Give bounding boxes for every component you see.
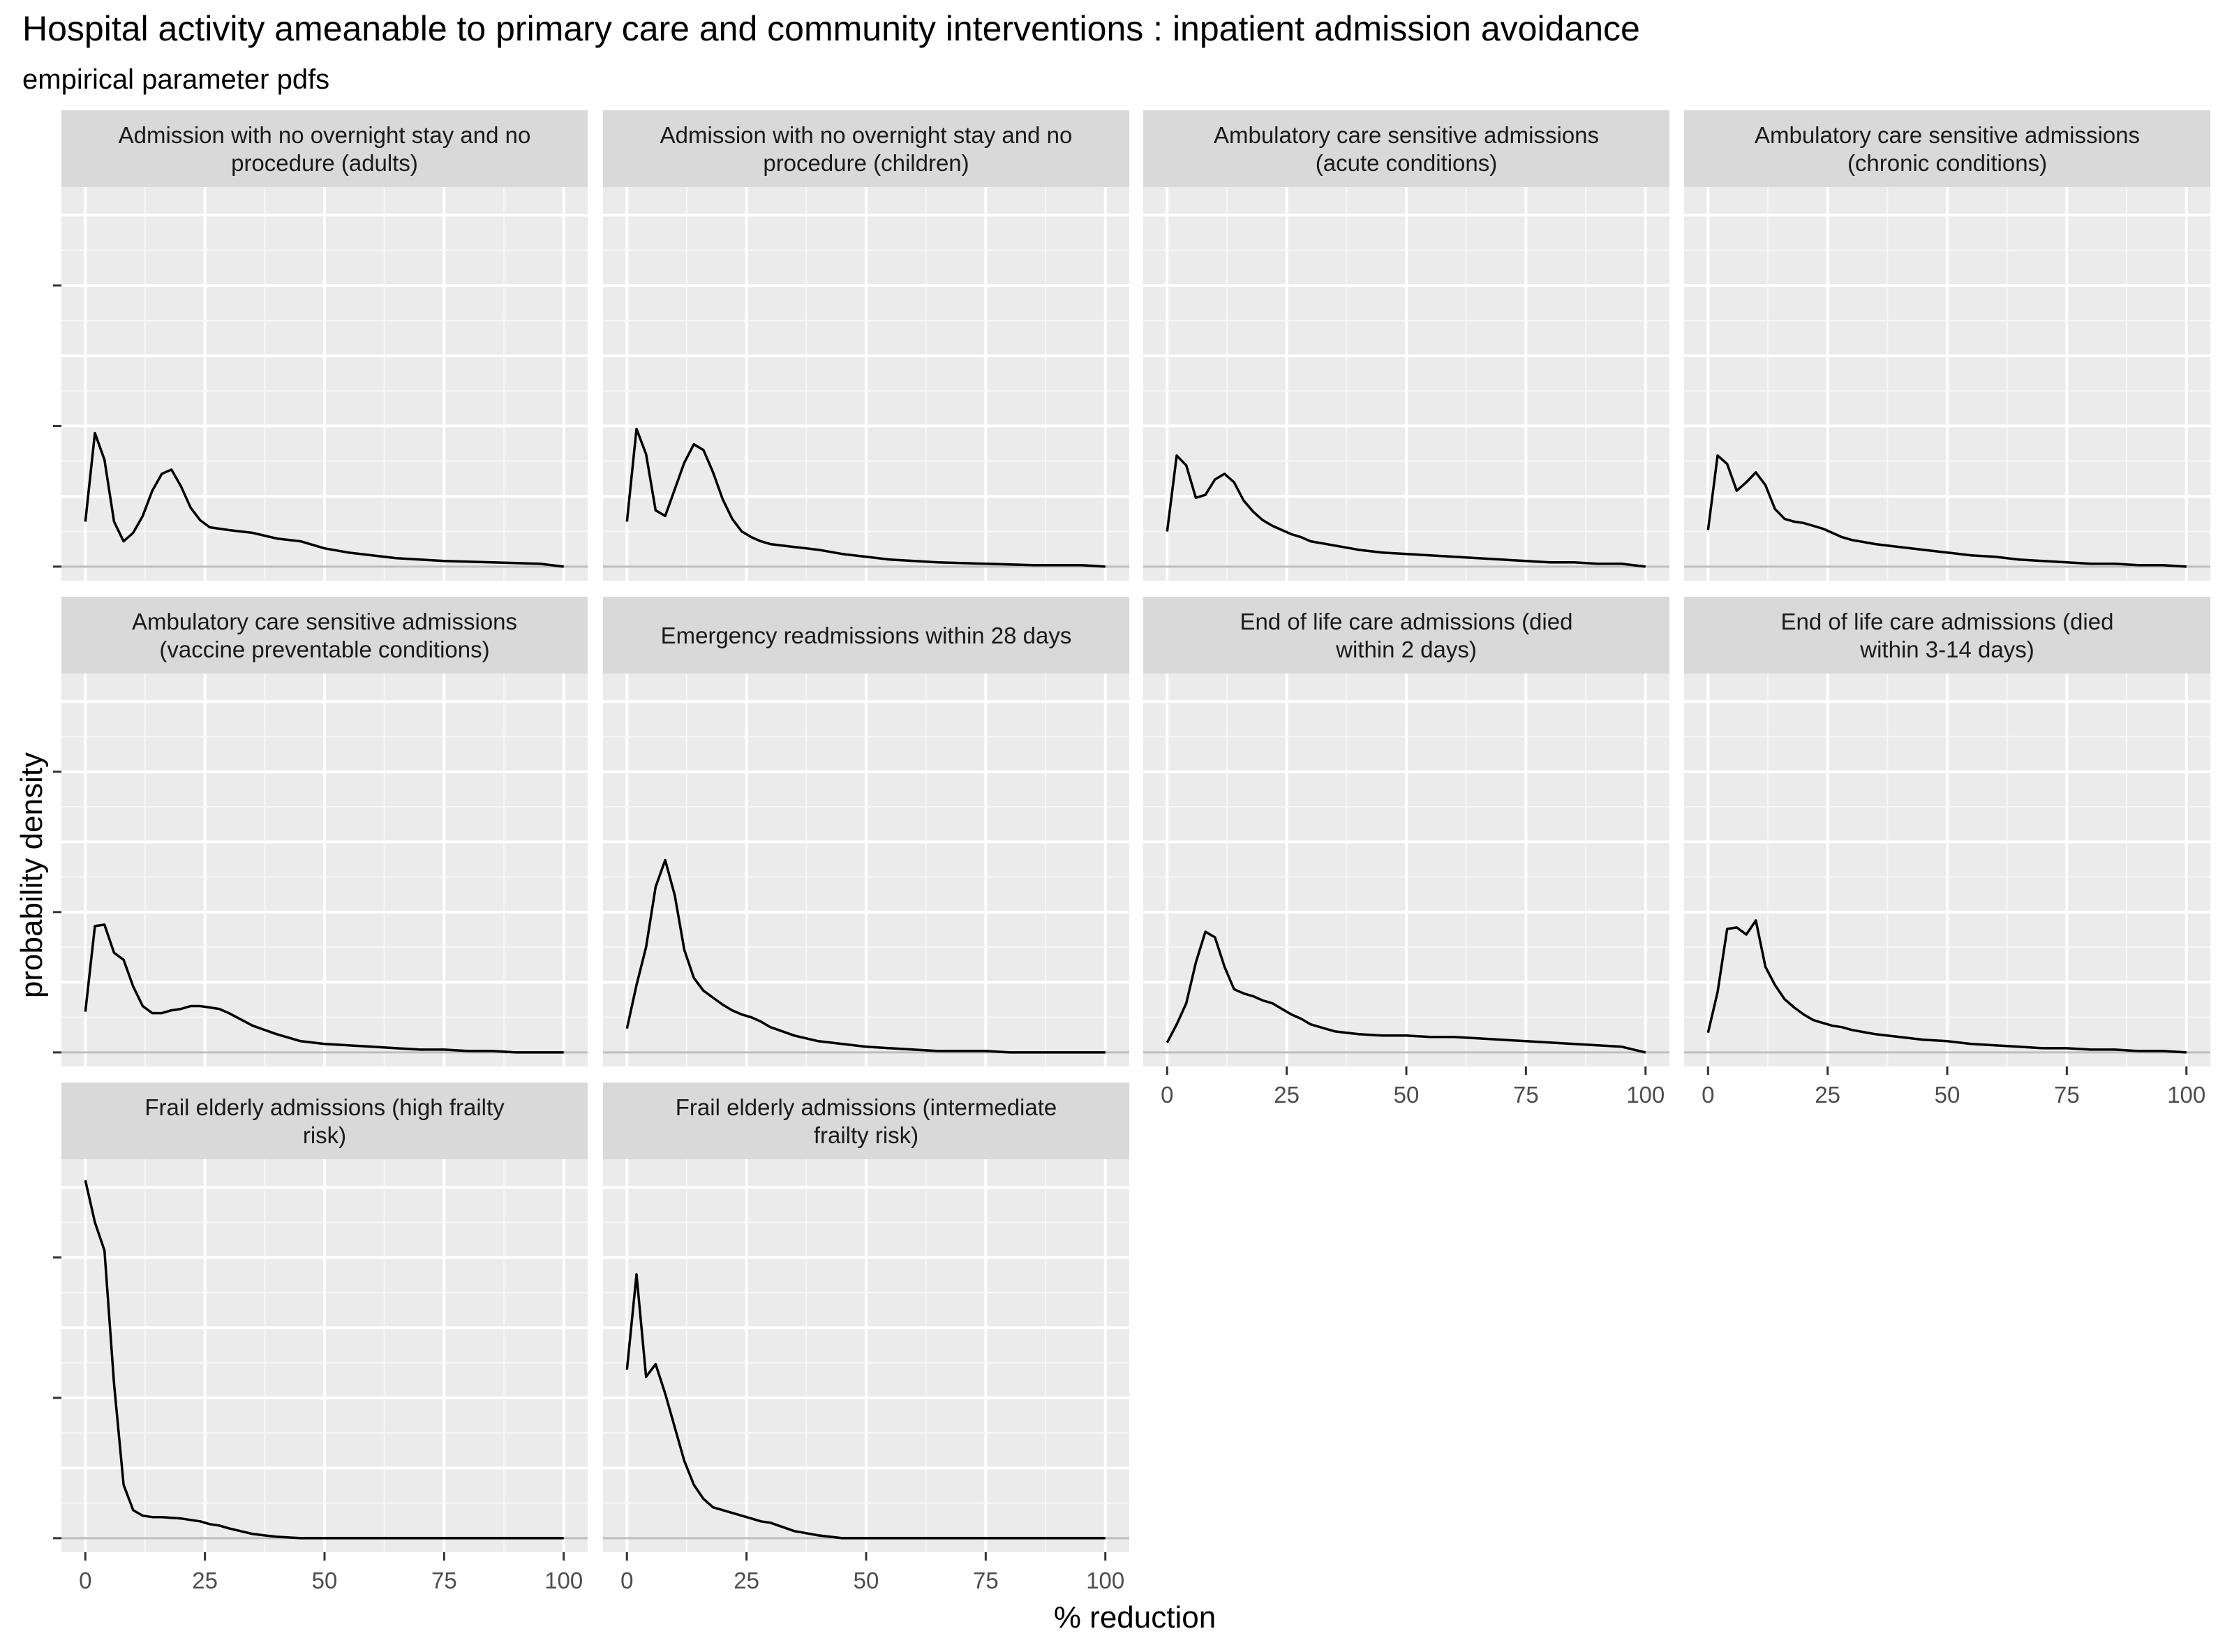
density-line — [1166, 930, 1646, 1054]
facet-strip-label: procedure (adults) — [231, 150, 418, 176]
facet-strip-label: Frail elderly admissions (intermediate — [676, 1094, 1057, 1120]
facet-strip — [1143, 110, 1669, 187]
facet-strip-label: procedure (children) — [763, 150, 969, 176]
chart-subtitle: empirical parameter pdfs — [22, 64, 329, 95]
x-axis-tick-label: 50 — [1394, 1082, 1420, 1108]
facet-strip-label: End of life care admissions (died — [1781, 609, 2114, 634]
facet-panel: Emergency readmissions within 28 days — [603, 597, 1129, 1066]
density-line — [1706, 454, 2187, 568]
x-axis-tick-label: 100 — [2167, 1082, 2205, 1108]
facet-panel: Ambulatory care sensitive admissions(acu… — [1143, 110, 1669, 581]
x-axis-tick-label: 0 — [1161, 1082, 1173, 1108]
x-axis-tick-label: 75 — [1513, 1082, 1539, 1108]
x-axis-tick-label: 0 — [79, 1568, 91, 1593]
facet-strip — [61, 110, 588, 187]
chart-title: Hospital activity ameanable to primary c… — [22, 9, 1640, 48]
facet-panel: Admission with no overnight stay and nop… — [603, 110, 1129, 581]
density-line — [84, 1180, 564, 1540]
facet-strip — [61, 1082, 588, 1159]
facet-strip-label: risk) — [303, 1122, 346, 1148]
facet-strip-label: frailty risk) — [814, 1122, 918, 1148]
facet-strip-label: Ambulatory care sensitive admissions — [132, 609, 517, 634]
facet-strip-label: Ambulatory care sensitive admissions — [1755, 122, 2140, 148]
facet-strip-label: End of life care admissions (died — [1240, 609, 1573, 634]
x-axis-tick-label: 0 — [620, 1568, 633, 1593]
facet-panel: End of life care admissions (died within … — [1684, 597, 2210, 1108]
y-axis-label: probability density — [15, 752, 49, 998]
facet-strip — [603, 597, 1129, 674]
facet-strip — [1684, 597, 2210, 674]
facet-strip-label: Admission with no overnight stay and no — [660, 122, 1073, 148]
facet-panel: End of life care admissions (died within … — [1143, 597, 1669, 1108]
x-axis-tick-label: 0 — [1702, 1082, 1714, 1108]
density-line — [84, 431, 564, 568]
density-line — [1706, 919, 2187, 1054]
x-axis-tick-label: 100 — [544, 1568, 583, 1593]
facet-strip-label: (vaccine preventable conditions) — [159, 637, 489, 662]
density-line — [84, 923, 564, 1054]
facet-panels: Admission with no overnight stay and nop… — [53, 110, 2210, 1593]
density-line — [625, 858, 1106, 1054]
facet-strip — [603, 110, 1129, 187]
x-axis-tick-label: 25 — [1815, 1082, 1840, 1108]
x-axis-tick-label: 50 — [1935, 1082, 1960, 1108]
x-axis-tick-label: 75 — [431, 1568, 457, 1593]
x-axis-tick-label: 100 — [1086, 1568, 1124, 1593]
x-axis-tick-label: 75 — [2054, 1082, 2080, 1108]
facet-strip-label: Frail elderly admissions (high frailty — [144, 1094, 505, 1120]
facet-panel: Ambulatory care sensitive admissions (vac… — [53, 597, 588, 1066]
x-axis-tick-label: 50 — [312, 1568, 338, 1593]
facet-strip — [1143, 597, 1669, 674]
facet-strip-label: (chronic conditions) — [1847, 150, 2047, 176]
density-line — [625, 427, 1106, 568]
facet-strip-label: Admission with no overnight stay and no — [119, 122, 531, 148]
x-axis-tick-label: 25 — [1274, 1082, 1300, 1108]
x-axis-tick-label: 25 — [734, 1568, 759, 1593]
facet-panel: Frail elderly admissions (intermediatefr… — [603, 1082, 1129, 1593]
facet-panel: Admission with no overnight stay and nop… — [53, 110, 588, 581]
x-axis-label: % reduction — [1054, 1600, 1216, 1635]
facet-strip-label: Emergency readmissions within 28 days — [661, 623, 1072, 648]
x-axis-tick-label: 50 — [854, 1568, 879, 1593]
x-axis-tick-label: 75 — [973, 1568, 999, 1593]
facet-panel: Frail elderly admissions (high frailtyri… — [53, 1082, 588, 1593]
facet-panel: Ambulatory care sensitive admissions(chr… — [1684, 110, 2210, 581]
facet-strip — [1684, 110, 2210, 187]
facet-strip-label: Ambulatory care sensitive admissions — [1214, 122, 1599, 148]
facet-strip — [603, 1082, 1129, 1159]
facet-strip-label: (acute conditions) — [1316, 150, 1497, 176]
facet-strip-label: within 3-14 days) — [1859, 637, 2034, 662]
x-axis-tick-label: 25 — [192, 1568, 218, 1593]
density-line — [1166, 454, 1646, 568]
density-line — [625, 1273, 1106, 1540]
x-axis-tick-label: 100 — [1626, 1082, 1665, 1108]
facet-strip-label: within 2 days) — [1335, 637, 1477, 662]
facet-strip — [61, 597, 588, 674]
